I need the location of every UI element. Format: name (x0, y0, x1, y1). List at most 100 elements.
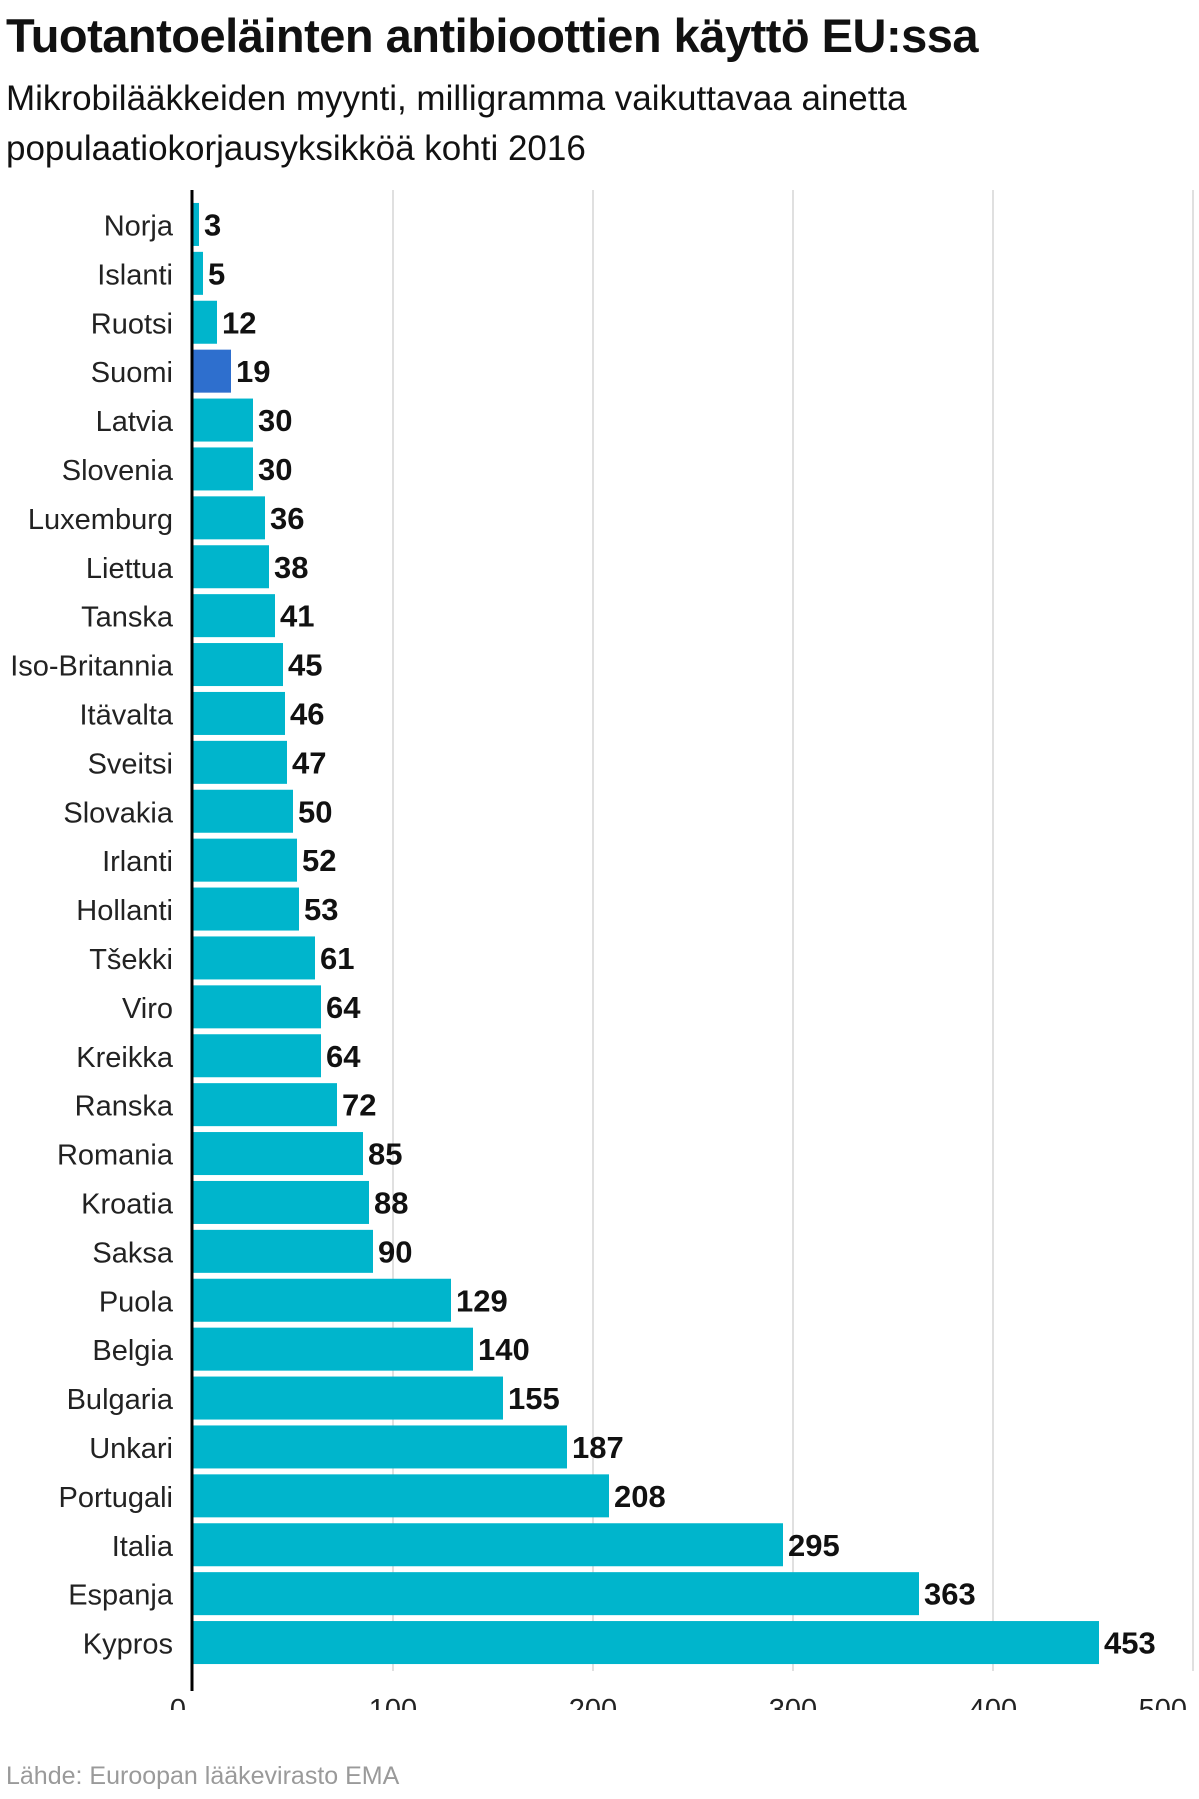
value-label: 30 (258, 452, 292, 487)
category-label: Tšekki (89, 944, 173, 976)
bar-kreikka (193, 1034, 321, 1078)
category-label: Sveitsi (88, 748, 173, 780)
category-label: Unkari (89, 1433, 173, 1465)
value-label: 140 (478, 1332, 530, 1367)
bar-hollanti (193, 887, 299, 931)
category-labels: Norja Islanti Ruotsi Suomi Latvia Slovenia Lux… (10, 210, 174, 1660)
category-label: Iso-Britannia (10, 651, 174, 683)
bar-portugali (193, 1474, 609, 1518)
bar-suomi (193, 349, 231, 393)
category-label: Puola (99, 1286, 174, 1318)
value-label: 52 (302, 843, 336, 878)
value-label: 50 (298, 794, 332, 829)
category-label: Latvia (96, 406, 174, 438)
bar-latvia (193, 398, 253, 442)
value-label: 36 (270, 501, 304, 536)
bar-itävalta (193, 691, 285, 735)
grid-lines (392, 190, 1194, 1671)
value-label: 155 (508, 1381, 560, 1416)
category-label: Italia (112, 1531, 174, 1563)
category-label: Ruotsi (91, 308, 173, 340)
value-label: 64 (326, 1039, 361, 1074)
bar-chart: Norja Islanti Ruotsi Suomi Latvia Slovenia Lux… (10, 190, 1194, 1710)
x-tick-label: 100 (369, 1694, 417, 1710)
x-tick-label: 0 (170, 1694, 186, 1710)
category-label: Romania (57, 1140, 174, 1172)
bar-puola (193, 1278, 451, 1322)
value-label: 72 (342, 1088, 376, 1123)
bar-kypros (193, 1621, 1099, 1665)
bar-luxemburg (193, 496, 265, 540)
value-label: 3 (204, 207, 221, 242)
x-tick-label: 300 (769, 1694, 817, 1710)
bar-tšekki (193, 936, 315, 980)
category-label: Slovakia (63, 797, 173, 829)
category-label: Suomi (91, 357, 173, 389)
category-label: Saksa (92, 1237, 173, 1269)
category-label: Norja (104, 210, 174, 242)
category-label: Espanja (68, 1580, 174, 1612)
value-label: 61 (320, 941, 354, 976)
value-label: 12 (222, 305, 256, 340)
bar-liettua (193, 545, 269, 589)
value-label: 47 (292, 745, 326, 780)
value-label: 187 (572, 1430, 624, 1465)
value-label: 129 (456, 1283, 508, 1318)
source-note: Lähde: Euroopan lääkevirasto EMA (6, 1762, 400, 1790)
category-label: Portugali (59, 1482, 173, 1514)
x-axis-ticks: 0 100 200 300 400 500 (170, 1694, 1187, 1710)
value-label: 19 (236, 354, 270, 389)
value-labels: 3 5 12 19 30 30 36 38 41 45 46 47 50 52 53 61 64 64 72 85 88… (204, 207, 1156, 1660)
category-label: Islanti (97, 259, 173, 291)
bar-islanti (193, 251, 203, 295)
bars (193, 202, 1099, 1665)
category-label: Viro (122, 993, 173, 1025)
bar-kroatia (193, 1180, 369, 1224)
category-label: Irlanti (102, 846, 173, 878)
value-label: 38 (274, 550, 308, 585)
category-label: Hollanti (76, 895, 173, 927)
value-label: 453 (1104, 1626, 1156, 1661)
bar-bulgaria (193, 1376, 503, 1420)
category-label: Slovenia (62, 455, 174, 487)
x-tick-label: 500 (1139, 1694, 1187, 1710)
value-label: 64 (326, 990, 361, 1025)
category-label: Kreikka (76, 1042, 174, 1074)
value-label: 46 (290, 696, 324, 731)
value-label: 41 (280, 599, 314, 634)
bar-romania (193, 1132, 363, 1176)
category-label: Tanska (81, 602, 174, 634)
value-label: 30 (258, 403, 292, 438)
bar-norja (193, 202, 199, 246)
bar-saksa (193, 1229, 373, 1273)
value-label: 90 (378, 1234, 412, 1269)
value-label: 5 (208, 256, 225, 291)
bar-sveitsi (193, 740, 287, 784)
x-tick-label: 400 (969, 1694, 1017, 1710)
category-label: Luxemburg (28, 504, 173, 536)
value-label: 45 (288, 648, 322, 683)
chart-title: Tuotantoeläinten antibioottien käyttö EU… (6, 9, 979, 62)
category-label: Bulgaria (67, 1384, 174, 1416)
bar-italia (193, 1523, 783, 1567)
bar-slovenia (193, 447, 253, 491)
category-label: Kroatia (81, 1188, 174, 1220)
value-label: 53 (304, 892, 338, 927)
bar-unkari (193, 1425, 567, 1469)
value-label: 363 (924, 1577, 976, 1612)
bar-iso-britannia (193, 643, 283, 687)
bar-viro (193, 985, 321, 1029)
bar-espanja (193, 1572, 919, 1616)
x-tick-label: 200 (569, 1694, 617, 1710)
bar-belgia (193, 1327, 473, 1371)
value-label: 88 (374, 1185, 408, 1220)
category-label: Belgia (92, 1335, 173, 1367)
bar-tanska (193, 594, 275, 638)
category-label: Ranska (75, 1091, 174, 1123)
category-label: Kypros (83, 1629, 173, 1661)
category-label: Itävalta (80, 699, 174, 731)
chart-subtitle: Mikrobilääkkeiden myynti, milligramma va… (6, 79, 907, 168)
value-label: 85 (368, 1137, 402, 1172)
bar-ruotsi (193, 300, 217, 344)
category-label: Liettua (86, 553, 174, 585)
